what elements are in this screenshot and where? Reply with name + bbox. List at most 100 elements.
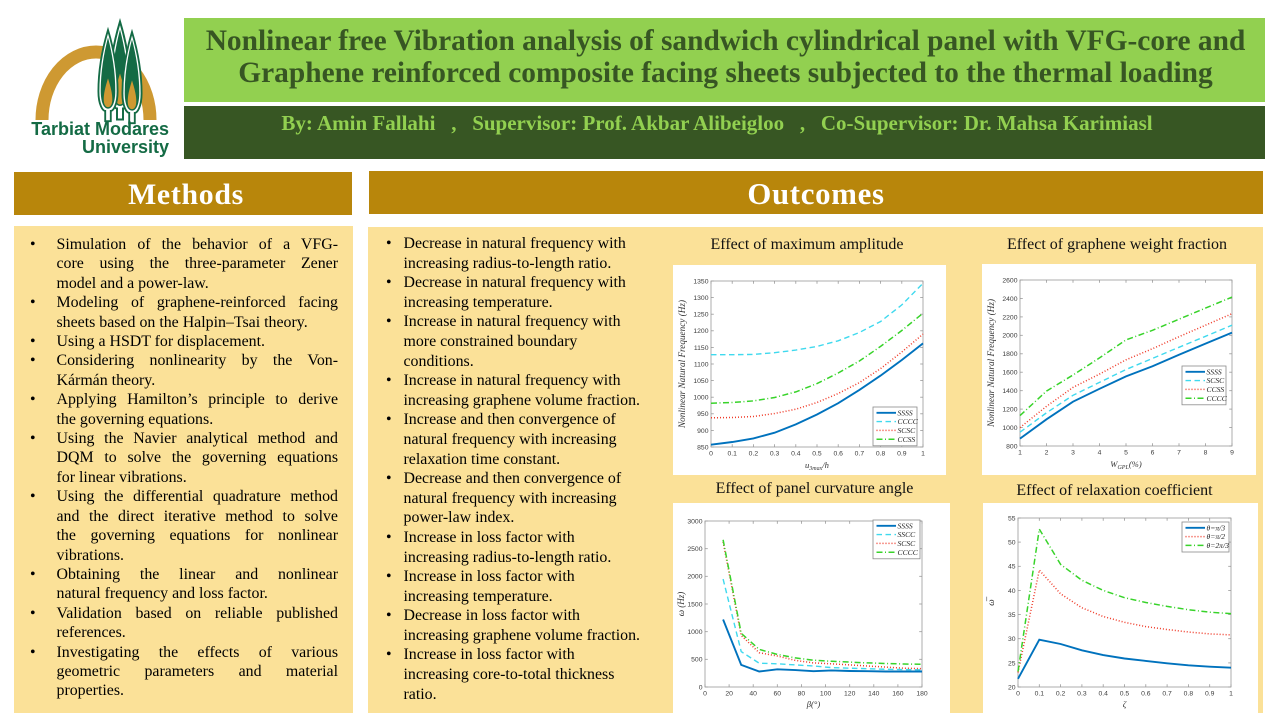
- svg-text:CCCC: CCCC: [898, 417, 919, 426]
- svg-text:2500: 2500: [687, 546, 702, 553]
- svg-text:θ=π/2: θ=π/2: [1207, 532, 1226, 541]
- svg-text:u3max/h: u3max/h: [805, 460, 829, 470]
- svg-text:1500: 1500: [687, 601, 702, 608]
- svg-text:1050: 1050: [693, 378, 708, 385]
- svg-text:1150: 1150: [694, 345, 709, 352]
- svg-text:500: 500: [691, 657, 703, 664]
- svg-text:SSSS: SSSS: [898, 408, 913, 417]
- svg-text:160: 160: [892, 691, 904, 698]
- svg-text:1600: 1600: [1002, 370, 1017, 377]
- svg-text:CCSS: CCSS: [898, 435, 916, 444]
- svg-text:1250: 1250: [693, 312, 708, 319]
- svg-text:CCCC: CCCC: [1207, 394, 1228, 403]
- svg-text:0.1: 0.1: [727, 451, 737, 458]
- svg-text:Tarbiat Modares: Tarbiat Modares: [31, 119, 169, 139]
- svg-text:0.6: 0.6: [1141, 691, 1151, 698]
- svg-text:1000: 1000: [687, 629, 702, 636]
- svg-text:0.8: 0.8: [1184, 691, 1194, 698]
- svg-text:8: 8: [1204, 450, 1208, 457]
- svg-text:40: 40: [1008, 588, 1016, 595]
- svg-text:800: 800: [1006, 443, 1018, 450]
- svg-text:SSSS: SSSS: [1207, 367, 1222, 376]
- svg-text:CCSS: CCSS: [1207, 385, 1225, 394]
- svg-text:40: 40: [749, 691, 757, 698]
- svg-text:5: 5: [1124, 450, 1128, 457]
- svg-text:100: 100: [820, 691, 832, 698]
- svg-text:30: 30: [1008, 636, 1016, 643]
- svg-text:3: 3: [1071, 450, 1075, 457]
- svg-text:ω̅: ω̅: [986, 596, 996, 605]
- svg-text:0.3: 0.3: [1077, 691, 1087, 698]
- svg-text:80: 80: [798, 691, 806, 698]
- svg-text:0.5: 0.5: [1120, 691, 1130, 698]
- svg-text:900: 900: [697, 428, 709, 435]
- svg-text:2600: 2600: [1002, 277, 1017, 284]
- svg-text:120: 120: [844, 691, 856, 698]
- svg-text:0.2: 0.2: [1056, 691, 1066, 698]
- svg-text:0.7: 0.7: [1162, 691, 1172, 698]
- svg-text:2400: 2400: [1002, 296, 1017, 303]
- svg-text:1350: 1350: [693, 278, 708, 285]
- svg-text:25: 25: [1008, 660, 1016, 667]
- svg-text:1200: 1200: [1002, 407, 1017, 414]
- svg-text:1000: 1000: [693, 395, 708, 402]
- svg-text:50: 50: [1008, 540, 1016, 547]
- svg-text:1: 1: [921, 451, 925, 458]
- svg-text:180: 180: [916, 691, 928, 698]
- svg-text:2000: 2000: [1002, 333, 1017, 340]
- svg-text:0.4: 0.4: [1098, 691, 1108, 698]
- svg-text:θ=π/3: θ=π/3: [1207, 523, 1226, 532]
- svg-text:SSCC: SSCC: [898, 530, 917, 539]
- svg-text:0.8: 0.8: [876, 451, 886, 458]
- svg-text:60: 60: [774, 691, 782, 698]
- svg-text:7: 7: [1177, 450, 1181, 457]
- svg-text:WGPL(%): WGPL(%): [1110, 459, 1142, 470]
- svg-text:CCCC: CCCC: [898, 548, 919, 557]
- svg-text:1300: 1300: [693, 295, 708, 302]
- svg-text:0: 0: [699, 684, 703, 691]
- svg-text:University: University: [82, 137, 169, 157]
- svg-text:1: 1: [1229, 691, 1233, 698]
- svg-text:Nonlinear Natural Frequency (H: Nonlinear Natural Frequency (Hz): [677, 300, 687, 429]
- svg-text:6: 6: [1151, 450, 1155, 457]
- svg-text:SCSC: SCSC: [898, 539, 917, 548]
- svg-text:1000: 1000: [1002, 425, 1017, 432]
- svg-text:0.6: 0.6: [833, 451, 843, 458]
- svg-text:ζ: ζ: [1123, 699, 1127, 709]
- svg-text:850: 850: [697, 444, 709, 451]
- svg-text:20: 20: [725, 691, 733, 698]
- svg-text:0.3: 0.3: [770, 451, 780, 458]
- svg-text:0.9: 0.9: [897, 451, 907, 458]
- svg-text:SCSC: SCSC: [1207, 376, 1226, 385]
- svg-text:0.1: 0.1: [1035, 691, 1045, 698]
- svg-text:1200: 1200: [693, 328, 708, 335]
- svg-text:55: 55: [1008, 515, 1016, 522]
- svg-text:ω (Hz): ω (Hz): [676, 592, 686, 617]
- svg-text:950: 950: [697, 411, 709, 418]
- svg-text:SCSC: SCSC: [898, 426, 917, 435]
- svg-text:1: 1: [1018, 450, 1022, 457]
- svg-text:1800: 1800: [1002, 351, 1017, 358]
- svg-text:35: 35: [1008, 612, 1016, 619]
- svg-text:0.9: 0.9: [1205, 691, 1215, 698]
- svg-text:β(°): β(°): [806, 699, 821, 709]
- svg-text:0: 0: [709, 451, 713, 458]
- svg-text:0: 0: [703, 691, 707, 698]
- svg-text:2: 2: [1045, 450, 1049, 457]
- svg-text:θ=2π/3: θ=2π/3: [1207, 541, 1230, 550]
- svg-text:45: 45: [1008, 564, 1016, 571]
- svg-text:0: 0: [1016, 691, 1020, 698]
- svg-text:0.5: 0.5: [812, 451, 822, 458]
- svg-text:20: 20: [1008, 684, 1016, 691]
- svg-text:SSSS: SSSS: [898, 521, 913, 530]
- svg-text:2200: 2200: [1002, 314, 1017, 321]
- svg-text:3000: 3000: [687, 518, 702, 525]
- svg-text:Nonlinear Natural Frequency (H: Nonlinear Natural Frequency (Hz): [986, 299, 996, 428]
- svg-text:0.2: 0.2: [749, 451, 759, 458]
- svg-text:0.4: 0.4: [791, 451, 801, 458]
- svg-text:0.7: 0.7: [855, 451, 865, 458]
- svg-text:1100: 1100: [694, 361, 709, 368]
- svg-text:2000: 2000: [687, 574, 702, 581]
- svg-text:4: 4: [1098, 450, 1102, 457]
- svg-text:140: 140: [868, 691, 880, 698]
